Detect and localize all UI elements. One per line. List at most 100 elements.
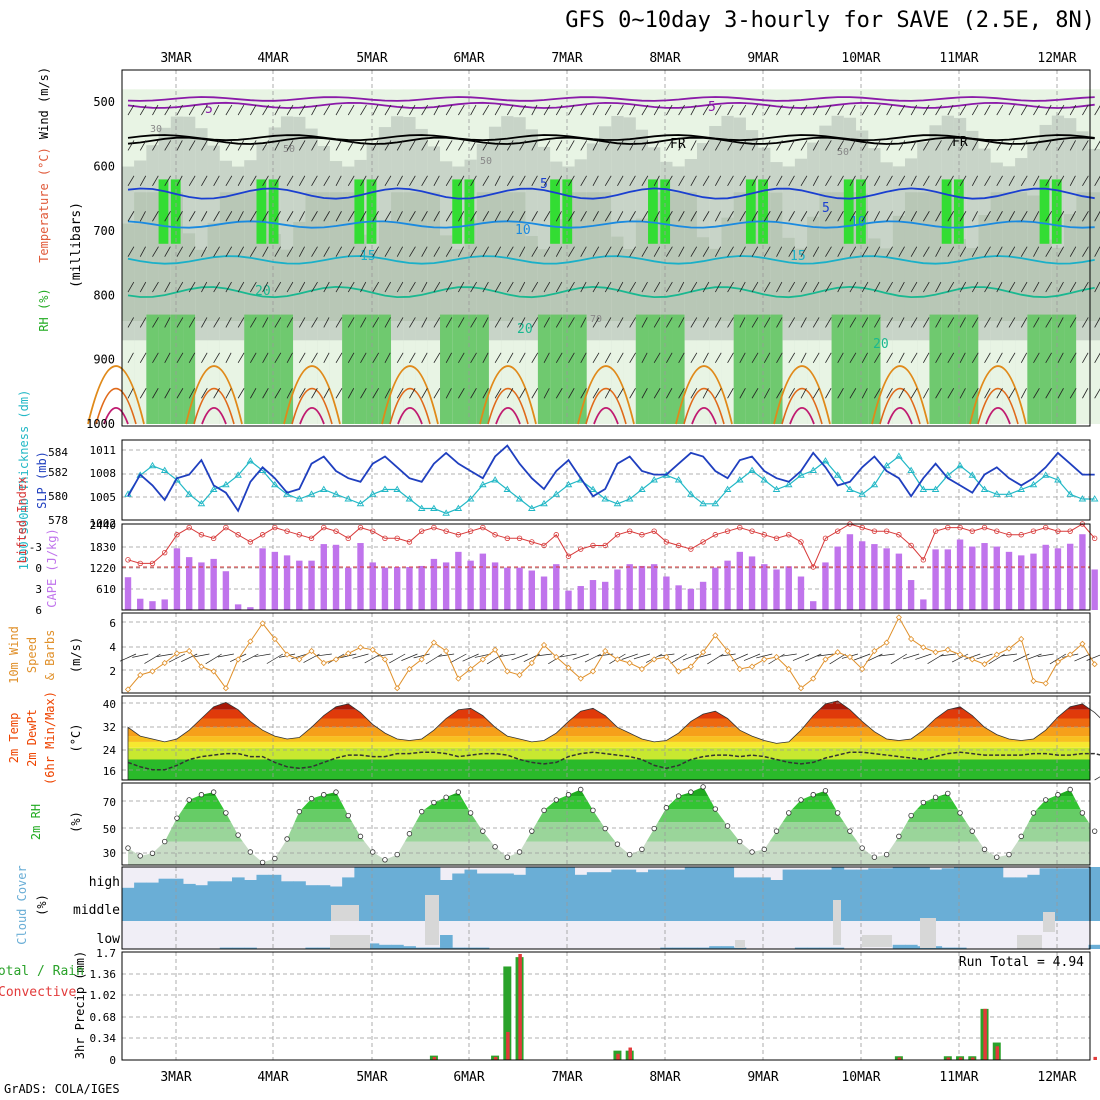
cape-bar: [1018, 555, 1025, 610]
li-point: [198, 532, 205, 538]
wind-speed-point: [993, 651, 1000, 658]
rh-cell: [611, 236, 625, 322]
cloud-frame: [121, 866, 1091, 950]
wind-barb: [1020, 246, 1028, 257]
rh-point: [406, 831, 413, 837]
rh-point: [565, 792, 572, 798]
wind-barb: [617, 246, 623, 257]
convective-bar: [995, 1046, 1000, 1060]
wind-barb: [372, 104, 379, 116]
cloud-bar: [378, 944, 392, 949]
wind-barb: [1045, 246, 1053, 257]
wind-speed-point: [443, 647, 450, 655]
wind-barb-10m: [780, 653, 797, 657]
rh-cell: [660, 314, 674, 424]
wind-barb: [1069, 246, 1077, 257]
li-point: [1018, 532, 1024, 538]
rh-cell: [721, 340, 735, 424]
wind-barb: [874, 211, 881, 222]
wind-barb: [1033, 211, 1040, 222]
wind-barb: [763, 211, 771, 222]
wind-barb: [653, 211, 660, 222]
thickness-point: [307, 490, 316, 497]
wind-barb: [714, 246, 722, 257]
cape-bar: [406, 567, 413, 610]
wind-barb: [874, 281, 881, 293]
cape-bar: [589, 580, 597, 610]
wind-barb: [629, 104, 636, 116]
wind-barb: [971, 352, 979, 364]
li-point: [932, 528, 939, 534]
wind-barb: [482, 104, 490, 116]
wind-barb: [335, 246, 343, 257]
wind-barb: [1082, 140, 1089, 151]
wind-barb: [396, 104, 404, 116]
cloud-bar: [440, 893, 453, 921]
wind-barb: [127, 104, 135, 116]
wind-barb: [800, 246, 808, 257]
wind-barb-10m: [866, 653, 883, 662]
cape-bar: [1066, 543, 1074, 610]
rh-cell: [562, 314, 576, 424]
li-tick: -3: [29, 541, 42, 554]
cloud-bar: [219, 881, 233, 893]
wind-barb: [262, 246, 269, 257]
cloud-bar: [745, 877, 759, 893]
wind-barb: [776, 281, 783, 293]
convective-bar: [946, 1057, 951, 1060]
wind-speed-point: [1030, 677, 1037, 685]
cloud-bar: [427, 947, 441, 949]
wind-barb: [739, 388, 746, 399]
wind-barb: [458, 175, 465, 187]
rh-cell: [892, 215, 906, 322]
thickness-point: [466, 495, 475, 502]
wind-barb: [910, 388, 918, 399]
temp-frame: [121, 695, 1091, 781]
rh-cell: [317, 340, 331, 424]
isotherm-label: 5: [708, 100, 716, 115]
thickness-point: [222, 480, 230, 488]
cloud-bar: [990, 893, 1004, 921]
wind-barb: [1069, 140, 1076, 151]
cape-bar: [773, 569, 780, 610]
rh-cell: [452, 314, 465, 424]
temp-band: [128, 727, 1090, 737]
rh-cell: [550, 219, 563, 322]
temp-band: [128, 718, 1090, 728]
wind-barb: [225, 352, 232, 364]
rh-point: [137, 853, 143, 859]
wind-speed-point: [748, 663, 756, 670]
wind-barb: [837, 352, 844, 364]
date-label-bottom: 3MAR: [160, 1070, 191, 1085]
wind-barb-10m: [1037, 653, 1054, 657]
wind-barb: [714, 388, 722, 399]
wind-barb: [825, 246, 832, 257]
cloud-bar: [892, 944, 906, 949]
wind-barb: [812, 281, 820, 293]
wind-barb: [372, 211, 379, 222]
wind-barb: [494, 104, 502, 116]
wind-barb: [384, 352, 391, 364]
wind-barb: [812, 175, 819, 187]
wind-barb: [971, 175, 978, 187]
cloud-bar: [170, 893, 184, 921]
cloud-bar: [378, 893, 392, 921]
wind-barb: [421, 175, 428, 187]
cloud-bar: [599, 893, 612, 921]
wind-barb: [519, 388, 526, 399]
rh-point: [1067, 786, 1073, 793]
wind-barb: [335, 281, 343, 293]
cloud-bar: [1039, 868, 1053, 893]
cape-bar: [357, 543, 364, 610]
cloud-bar: [917, 867, 930, 893]
wind-speed-point: [846, 653, 853, 661]
wind-barb: [886, 175, 893, 187]
wind-speed-point: [320, 659, 327, 667]
cloud-bar: [452, 873, 465, 893]
thickness-point: [992, 490, 1001, 497]
wind-barb: [886, 211, 893, 222]
rain-bar: [503, 966, 512, 1060]
rh-cell: [525, 235, 539, 322]
wind-barb: [984, 388, 991, 399]
li-point: [247, 539, 254, 545]
